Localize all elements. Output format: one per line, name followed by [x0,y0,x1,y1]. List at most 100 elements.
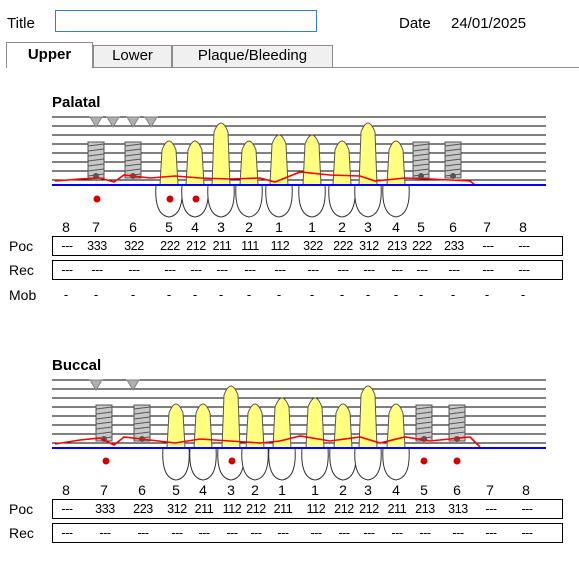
mobility-cell[interactable]: - [365,287,371,302]
mobility-cell[interactable]: - [93,287,99,302]
rec-cell[interactable]: --- [250,526,262,540]
poc-cell[interactable]: 211 [212,239,232,253]
tab-lower[interactable]: Lower [93,45,172,67]
mobility-cell[interactable]: - [218,287,224,302]
mobility-cell[interactable]: - [450,287,456,302]
tooth-number: 8 [522,482,530,498]
poc-cell[interactable]: 211 [273,502,293,516]
rec-cell[interactable]: --- [363,263,375,277]
mobility-cell[interactable]: - [339,287,345,302]
rec-cell[interactable]: --- [164,263,176,277]
poc-cell[interactable]: 213 [415,502,435,516]
poc-cell[interactable]: 223 [133,502,153,516]
poc-cell[interactable]: 111 [241,239,259,253]
rec-cell[interactable]: --- [448,263,460,277]
rec-row: --- --- --- --- --- --- --- --- --- --- --- --- --- -… [52,523,563,543]
rec-cell[interactable]: --- [99,526,111,540]
poc-cell[interactable]: 112 [270,239,290,253]
rec-cell[interactable]: --- [485,526,497,540]
mobility-cell[interactable]: - [63,287,69,302]
rec-cell[interactable]: --- [363,526,375,540]
poc-cell[interactable]: 222 [160,239,180,253]
mobility-cell[interactable]: - [484,287,490,302]
rec-cell[interactable]: --- [128,263,140,277]
tooth-number: 4 [191,219,199,235]
poc-cell[interactable]: 213 [387,239,407,253]
rec-cell[interactable]: --- [137,526,149,540]
poc-cell[interactable]: --- [482,239,494,253]
mobility-cell[interactable]: - [393,287,399,302]
rec-cell[interactable]: --- [452,526,464,540]
poc-cell[interactable]: 212 [334,502,354,516]
title-input[interactable] [55,10,317,32]
poc-cell[interactable]: 212 [246,502,266,516]
poc-cell[interactable]: 112 [222,502,242,516]
rec-cell[interactable]: --- [61,526,73,540]
tab-upper[interactable]: Upper [6,42,93,68]
rec-cell[interactable]: --- [521,526,533,540]
poc-cell[interactable]: 212 [359,502,379,516]
poc-cell[interactable]: 233 [444,239,464,253]
rec-cell[interactable]: --- [391,263,403,277]
mobility-cell[interactable]: - [130,287,136,302]
rec-cell[interactable]: --- [244,263,256,277]
rec-cell[interactable]: --- [190,263,202,277]
tooth-number: 5 [165,219,173,235]
mobility-cell[interactable]: - [520,287,526,302]
rec-cell[interactable]: --- [337,263,349,277]
tooth-number: 4 [199,482,207,498]
rec-cell[interactable]: --- [416,263,428,277]
rec-cell[interactable]: --- [482,263,494,277]
tooth-number: 8 [62,482,70,498]
tooth-number: 3 [217,219,225,235]
rec-cell[interactable]: --- [518,263,530,277]
rec-cell[interactable]: --- [277,526,289,540]
poc-cell[interactable]: --- [518,239,530,253]
poc-cell[interactable]: 112 [306,502,326,516]
buccal-title: Buccal [52,357,102,374]
poc-cell[interactable]: 312 [167,502,187,516]
mobility-cell[interactable]: - [246,287,252,302]
poc-cell[interactable]: 312 [359,239,379,253]
missing-marker-icon [144,116,158,128]
poc-cell[interactable]: 211 [194,502,214,516]
rec-cell[interactable]: --- [310,526,322,540]
rec-cell[interactable]: --- [274,263,286,277]
mobility-cell[interactable]: - [166,287,172,302]
implant-icon [412,141,430,179]
rec-cell[interactable]: --- [171,526,183,540]
rec-cell[interactable]: --- [419,526,431,540]
tooth-icon [217,385,245,481]
poc-cell[interactable]: 322 [124,239,144,253]
poc-cell[interactable]: 222 [412,239,432,253]
rec-cell[interactable]: --- [91,263,103,277]
tooth-number: 6 [138,482,146,498]
rec-cell[interactable]: --- [198,526,210,540]
poc-cell[interactable]: --- [485,502,497,516]
rec-cell[interactable]: --- [307,263,319,277]
rec-cell[interactable]: --- [226,526,238,540]
tab-plaque-bleeding[interactable]: Plaque/Bleeding [172,45,333,67]
poc-cell[interactable]: 333 [87,239,107,253]
mobility-cell[interactable]: - [276,287,282,302]
poc-cell[interactable]: 222 [333,239,353,253]
rec-cell[interactable]: --- [61,263,73,277]
poc-cell[interactable]: --- [521,502,533,516]
tooth-icon [382,403,410,481]
poc-cell[interactable]: --- [61,502,73,516]
poc-cell[interactable]: 322 [303,239,323,253]
poc-cell[interactable]: 333 [95,502,115,516]
poc-cell[interactable]: 212 [186,239,206,253]
rec-cell[interactable]: --- [338,526,350,540]
rec-cell[interactable]: --- [391,526,403,540]
poc-cell[interactable]: 313 [448,502,468,516]
mobility-cell[interactable]: - [309,287,315,302]
mobility-cell[interactable]: - [418,287,424,302]
mobility-cell[interactable]: - [192,287,198,302]
tooth-icon [155,140,183,218]
rec-cell[interactable]: --- [216,263,228,277]
poc-cell[interactable]: --- [61,239,73,253]
poc-cell[interactable]: 211 [387,502,407,516]
